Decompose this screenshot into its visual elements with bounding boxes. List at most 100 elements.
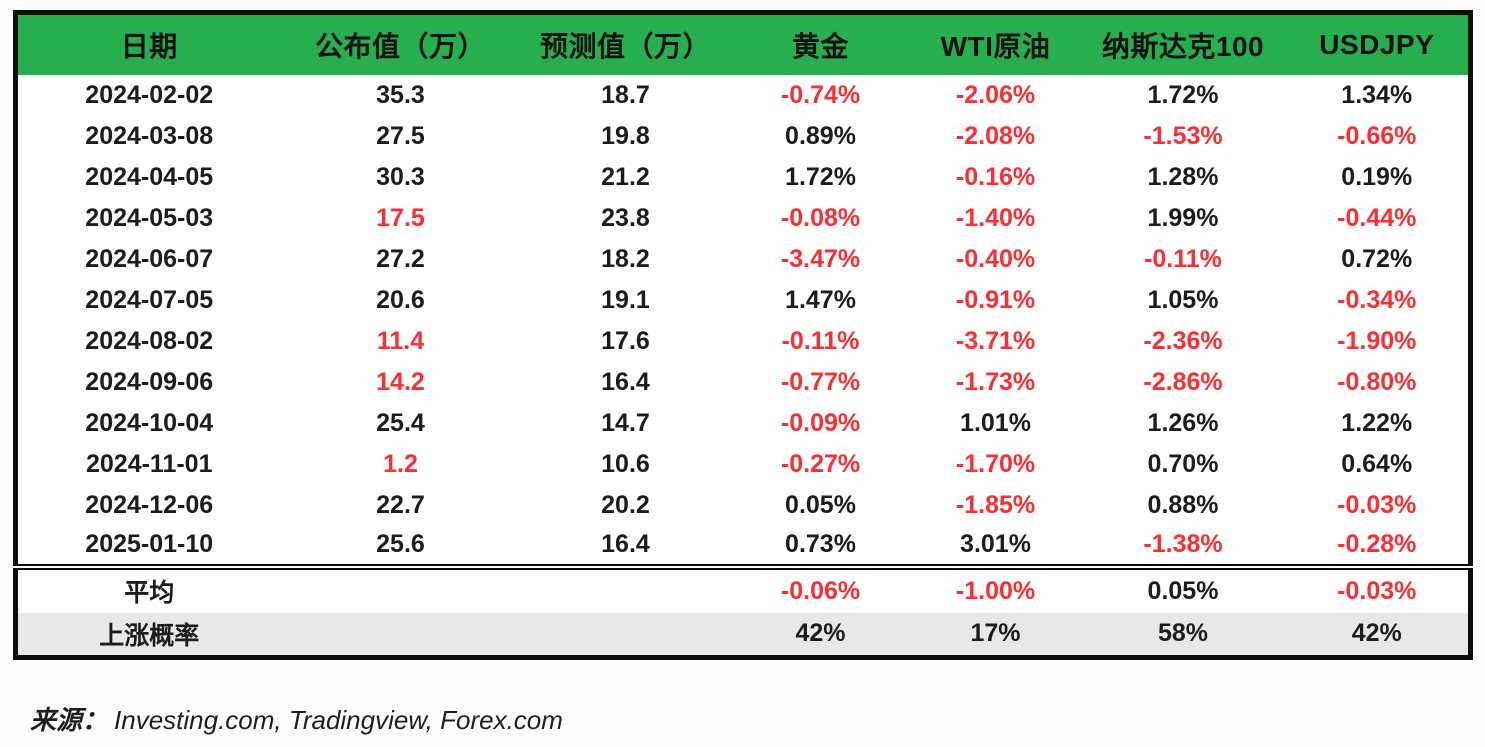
actual-cell: 25.6 xyxy=(376,530,425,558)
forecast-cell: 18.2 xyxy=(601,244,650,273)
actual-cell: 17.5 xyxy=(376,203,425,232)
usdjpy-cell: 0.72% xyxy=(1341,244,1413,273)
usdjpy-cell: 0.64% xyxy=(1341,449,1413,478)
gold-cell: 0.05% xyxy=(785,490,856,519)
date-cell: 2024-07-05 xyxy=(85,285,214,314)
prob-gold-cell: 42% xyxy=(730,612,911,658)
source-line: 来源： Investing.com, Tradingview, Forex.com xyxy=(30,700,563,737)
gold-cell: 0.89% xyxy=(785,121,856,150)
header-gold: 黄金 xyxy=(730,12,911,75)
actual-cell: 1.2 xyxy=(383,449,418,478)
wti-cell: -1.73% xyxy=(955,367,1036,396)
table-header: 日期 公布值（万） 预测值（万） 黄金 WTI原油 纳斯达克100 USDJPY xyxy=(15,12,1471,75)
forecast-cell: 17.6 xyxy=(601,326,650,355)
forecast-cell: 21.2 xyxy=(601,162,650,191)
nasdaq-cell: 1.05% xyxy=(1147,285,1219,314)
wti-cell: -0.91% xyxy=(955,285,1036,314)
prob-usdjpy-cell: 42% xyxy=(1285,612,1471,658)
date-cell: 2024-10-04 xyxy=(85,408,214,437)
prob-actual-cell xyxy=(280,612,521,658)
average-label: 平均 xyxy=(15,563,281,613)
nasdaq-cell: -2.86% xyxy=(1143,367,1223,396)
header-row: 日期 公布值（万） 预测值（万） 黄金 WTI原油 纳斯达克100 USDJPY xyxy=(15,12,1471,75)
actual-cell: 11.4 xyxy=(376,326,425,355)
nasdaq-cell: 1.99% xyxy=(1147,203,1219,232)
actual-cell: 35.3 xyxy=(376,80,425,109)
actual-cell: 30.3 xyxy=(376,162,425,191)
header-usdjpy: USDJPY xyxy=(1285,12,1471,75)
wti-cell: -2.08% xyxy=(955,121,1036,150)
nasdaq-cell: -1.53% xyxy=(1143,121,1223,150)
date-cell: 2024-02-02 xyxy=(85,80,214,109)
table-summary: 平均 -0.06% -1.00% 0.05% -0.03% 上涨概率 42% 1… xyxy=(15,563,1471,658)
gold-cell: -0.27% xyxy=(780,449,861,478)
source-list: Investing.com, Tradingview, Forex.com xyxy=(114,705,563,735)
actual-cell: 27.5 xyxy=(376,121,425,150)
actual-cell: 20.6 xyxy=(376,285,425,314)
table-row: 2024-04-05 30.3 21.2 1.72% -0.16% 1.28% … xyxy=(16,157,1471,198)
forecast-cell: 10.6 xyxy=(601,449,650,478)
date-cell: 2024-06-07 xyxy=(85,244,214,273)
forecast-cell: 18.7 xyxy=(601,80,650,109)
date-cell: 2024-12-06 xyxy=(85,490,214,519)
wti-cell: -0.40% xyxy=(955,244,1036,273)
forecast-cell: 16.4 xyxy=(601,367,650,396)
date-cell: 2024-04-05 xyxy=(85,162,214,191)
usdjpy-cell: -0.03% xyxy=(1337,490,1417,519)
average-row: 平均 -0.06% -1.00% 0.05% -0.03% xyxy=(15,563,1471,613)
average-actual-cell xyxy=(280,563,521,613)
table-body: 2024-02-02 35.3 18.7 -0.74% -2.06% 1.72%… xyxy=(16,75,1471,567)
usdjpy-cell: -0.44% xyxy=(1337,203,1417,232)
date-cell: 2024-11-01 xyxy=(85,449,213,478)
rise-probability-row: 上涨概率 42% 17% 58% 42% xyxy=(15,612,1471,658)
usdjpy-cell: -1.90% xyxy=(1337,326,1417,355)
date-cell: 2025-01-10 xyxy=(85,530,214,558)
actual-cell: 27.2 xyxy=(376,244,425,273)
wti-cell: 1.01% xyxy=(960,408,1031,437)
wti-cell: -1.40% xyxy=(955,203,1036,232)
usdjpy-cell: 1.34% xyxy=(1341,80,1413,109)
table-row: 2024-06-07 27.2 18.2 -3.47% -0.40% -0.11… xyxy=(16,239,1471,280)
gold-cell: -0.77% xyxy=(780,367,861,396)
average-gold-cell: -0.06% xyxy=(730,563,911,613)
prob-wti-cell: 17% xyxy=(910,612,1081,658)
table-row: 2024-11-01 1.2 10.6 -0.27% -1.70% 0.70% … xyxy=(16,444,1471,485)
rise-probability-label: 上涨概率 xyxy=(15,612,281,658)
usdjpy-cell: 1.22% xyxy=(1341,408,1413,437)
wti-cell: -2.06% xyxy=(955,80,1036,109)
usdjpy-cell: -0.66% xyxy=(1337,121,1417,150)
prob-forecast-cell xyxy=(520,612,731,658)
header-date: 日期 xyxy=(15,12,281,75)
nasdaq-cell: 0.70% xyxy=(1147,449,1219,478)
data-table-container: 日期 公布值（万） 预测值（万） 黄金 WTI原油 纳斯达克100 USDJPY… xyxy=(13,10,1473,660)
usdjpy-cell: -0.80% xyxy=(1337,367,1417,396)
nasdaq-cell: -2.36% xyxy=(1143,326,1223,355)
table-row: 2024-12-06 22.7 20.2 0.05% -1.85% 0.88% … xyxy=(16,485,1471,526)
source-label: 来源： xyxy=(30,705,109,735)
gold-cell: -0.11% xyxy=(781,326,860,355)
forecast-cell: 20.2 xyxy=(601,490,650,519)
wti-cell: 3.01% xyxy=(960,530,1031,558)
usdjpy-cell: -0.34% xyxy=(1337,285,1417,314)
date-cell: 2024-08-02 xyxy=(85,326,214,355)
nasdaq-cell: 1.72% xyxy=(1147,80,1219,109)
average-nasdaq-cell: 0.05% xyxy=(1080,563,1286,613)
forecast-cell: 16.4 xyxy=(601,530,650,558)
header-actual: 公布值（万） xyxy=(280,12,521,75)
nasdaq-cell: -0.11% xyxy=(1144,244,1222,273)
table-row: 2024-05-03 17.5 23.8 -0.08% -1.40% 1.99%… xyxy=(16,198,1471,239)
forecast-cell: 23.8 xyxy=(601,203,650,232)
nasdaq-cell: 1.28% xyxy=(1147,162,1219,191)
nasdaq-cell: 0.88% xyxy=(1147,490,1219,519)
date-cell: 2024-09-06 xyxy=(85,367,214,396)
average-usdjpy-cell: -0.03% xyxy=(1285,563,1471,613)
table-row: 2024-09-06 14.2 16.4 -0.77% -1.73% -2.86… xyxy=(16,362,1471,403)
gold-cell: -0.74% xyxy=(780,80,861,109)
gold-cell: -3.47% xyxy=(780,244,861,273)
header-wti: WTI原油 xyxy=(910,12,1081,75)
gold-cell: -0.09% xyxy=(780,408,861,437)
table-row: 2025-01-10 25.6 16.4 0.73% 3.01% -1.38% … xyxy=(16,526,1471,567)
date-cell: 2024-03-08 xyxy=(85,121,214,150)
table-row: 2024-03-08 27.5 19.8 0.89% -2.08% -1.53%… xyxy=(16,116,1471,157)
average-wti-cell: -1.00% xyxy=(910,563,1081,613)
